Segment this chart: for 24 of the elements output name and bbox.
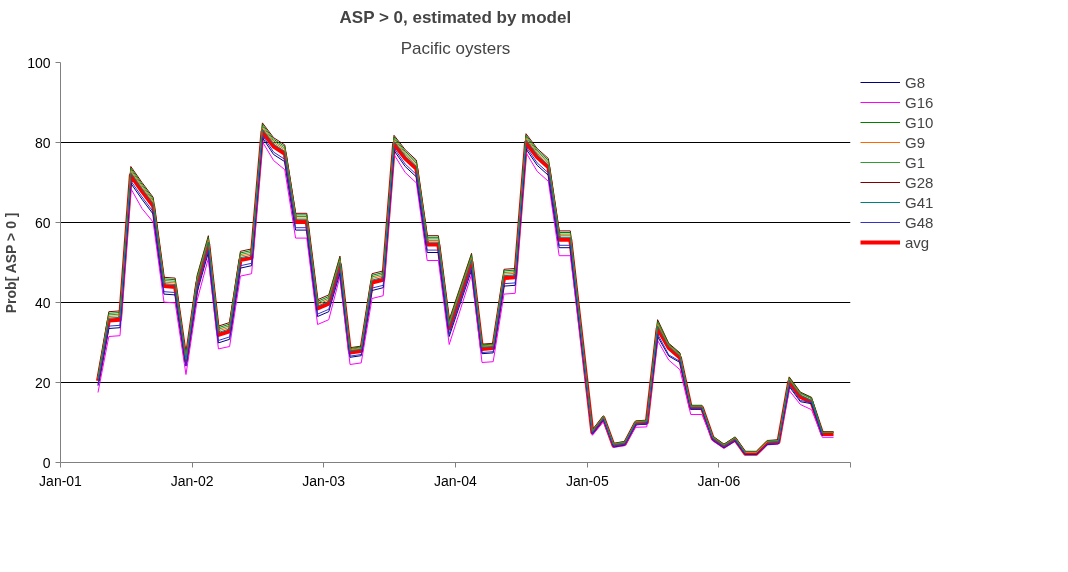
- chart-title: ASP > 0, estimated by model: [339, 7, 572, 27]
- y-tick-label: 80: [34, 134, 51, 151]
- legend-label: G10: [905, 113, 934, 131]
- legend-label: avg: [905, 233, 930, 251]
- legend-label: G8: [905, 73, 926, 91]
- y-tick-label: 0: [42, 454, 51, 471]
- x-tick-label: Jan-01: [39, 472, 83, 489]
- legend-label: G16: [905, 93, 934, 111]
- legend-label: G28: [905, 173, 934, 191]
- y-tick-label: 20: [34, 374, 51, 391]
- y-tick-label: 60: [34, 214, 51, 231]
- x-tick-label: Jan-04: [433, 472, 477, 489]
- x-tick-label: Jan-02: [170, 472, 214, 489]
- x-tick-label: Jan-03: [302, 472, 346, 489]
- legend-label: G48: [905, 213, 934, 231]
- y-axis-title: Prob[ ASP > 0 ]: [3, 212, 20, 314]
- legend-label: G41: [905, 193, 934, 211]
- legend-label: G1: [905, 153, 926, 171]
- chart-subtitle: Pacific oysters: [400, 38, 511, 58]
- x-tick-label: Jan-05: [565, 472, 609, 489]
- legend-label: G9: [905, 133, 926, 151]
- y-tick-label: 40: [34, 294, 51, 311]
- y-tick-label: 100: [27, 54, 51, 71]
- x-tick-label: Jan-06: [697, 472, 741, 489]
